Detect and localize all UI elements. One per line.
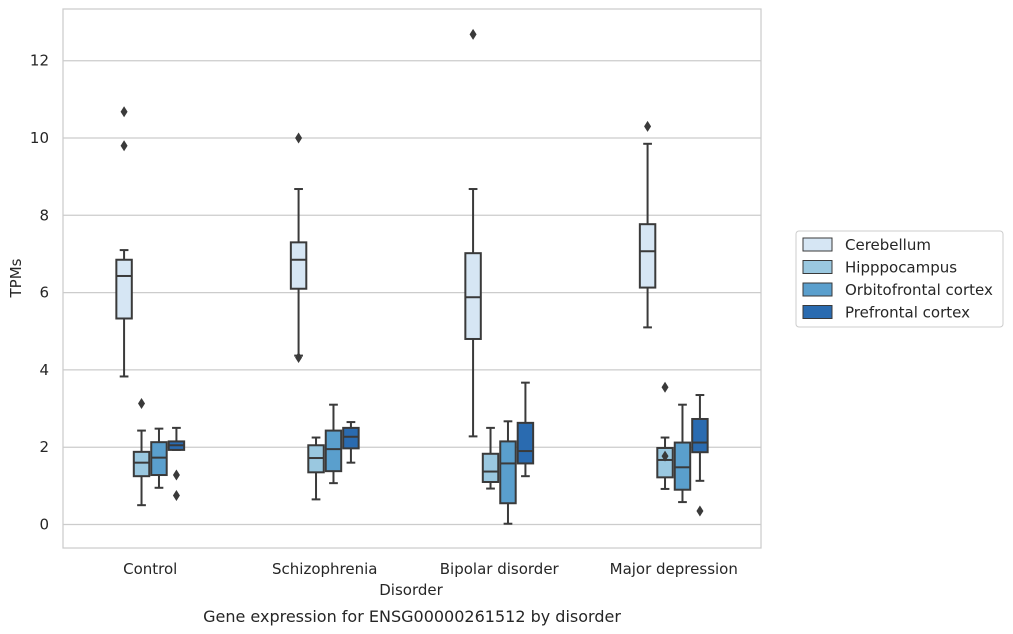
outlier-point [644, 120, 652, 132]
y-axis-label: TPMs [7, 258, 25, 298]
legend-frame [795, 230, 1004, 328]
y-tick-label: 8 [39, 206, 49, 224]
box-group [516, 381, 535, 478]
legend-label: Hipppocampus [845, 259, 957, 277]
y-tick-label: 12 [30, 52, 49, 70]
box-group [481, 426, 500, 490]
outlier-point [661, 450, 669, 462]
legend-label: Cerebellum [845, 236, 931, 254]
legend-label: Orbitofrontal cortex [845, 281, 993, 299]
x-tick-label: Major depression [610, 560, 738, 578]
box [464, 252, 482, 340]
box-group [307, 436, 325, 501]
x-tick-label: Bipolar disorder [440, 560, 560, 578]
box-group [691, 394, 709, 517]
y-tick-labels: 0 2 4 6 8 10 12 [30, 52, 49, 534]
outlier-point [172, 490, 180, 502]
box-group [656, 381, 674, 490]
outlier-point [661, 381, 669, 393]
legend-label: Prefrontal cortex [845, 304, 970, 322]
outlier-point [120, 140, 128, 152]
box [342, 426, 360, 450]
box-group [342, 421, 360, 464]
box [289, 241, 308, 290]
box [115, 258, 133, 320]
outlier-point [120, 106, 128, 118]
box-marks [115, 28, 709, 525]
legend-swatch [802, 260, 833, 274]
outlier-point [138, 398, 146, 410]
outlier-point [295, 132, 303, 144]
x-tick-label: Control [123, 560, 177, 578]
box-group [115, 106, 133, 378]
legend: Cerebellum Hipppocampus Orbitofrontal cort… [795, 230, 1004, 328]
outlier-point [295, 352, 303, 364]
y-tick-label: 0 [39, 516, 49, 534]
box [132, 450, 151, 478]
box [673, 441, 692, 491]
box-group [464, 28, 482, 438]
box-group [324, 403, 343, 485]
box-group [499, 420, 517, 525]
box-group [289, 132, 308, 364]
legend-swatch [802, 305, 833, 319]
outlier-point [469, 28, 477, 40]
outlier-point [696, 505, 704, 517]
box-group [673, 403, 692, 504]
box [691, 417, 709, 454]
box-group [167, 426, 186, 502]
box [516, 421, 535, 465]
legend-swatch [802, 282, 833, 297]
y-tick-label: 2 [39, 438, 49, 456]
plot-frame [62, 8, 762, 549]
box [324, 429, 343, 473]
box-group [132, 398, 151, 507]
box [481, 452, 500, 483]
chart-caption: Gene expression for ENSG00000261512 by d… [203, 607, 621, 626]
legend-swatch [802, 237, 833, 252]
box-group [150, 427, 168, 489]
x-tick-labels: Control Schizophrenia Bipolar disorder Majo… [123, 560, 738, 578]
box [499, 440, 517, 505]
box [656, 446, 674, 479]
y-tick-label: 10 [30, 129, 49, 147]
y-tick-label: 6 [39, 284, 49, 302]
y-tick-label: 4 [39, 361, 49, 379]
box-group [638, 120, 657, 329]
x-axis-label: Disorder [379, 581, 443, 599]
box [638, 223, 657, 289]
outlier-point [172, 469, 180, 481]
x-tick-label: Schizophrenia [272, 560, 377, 578]
